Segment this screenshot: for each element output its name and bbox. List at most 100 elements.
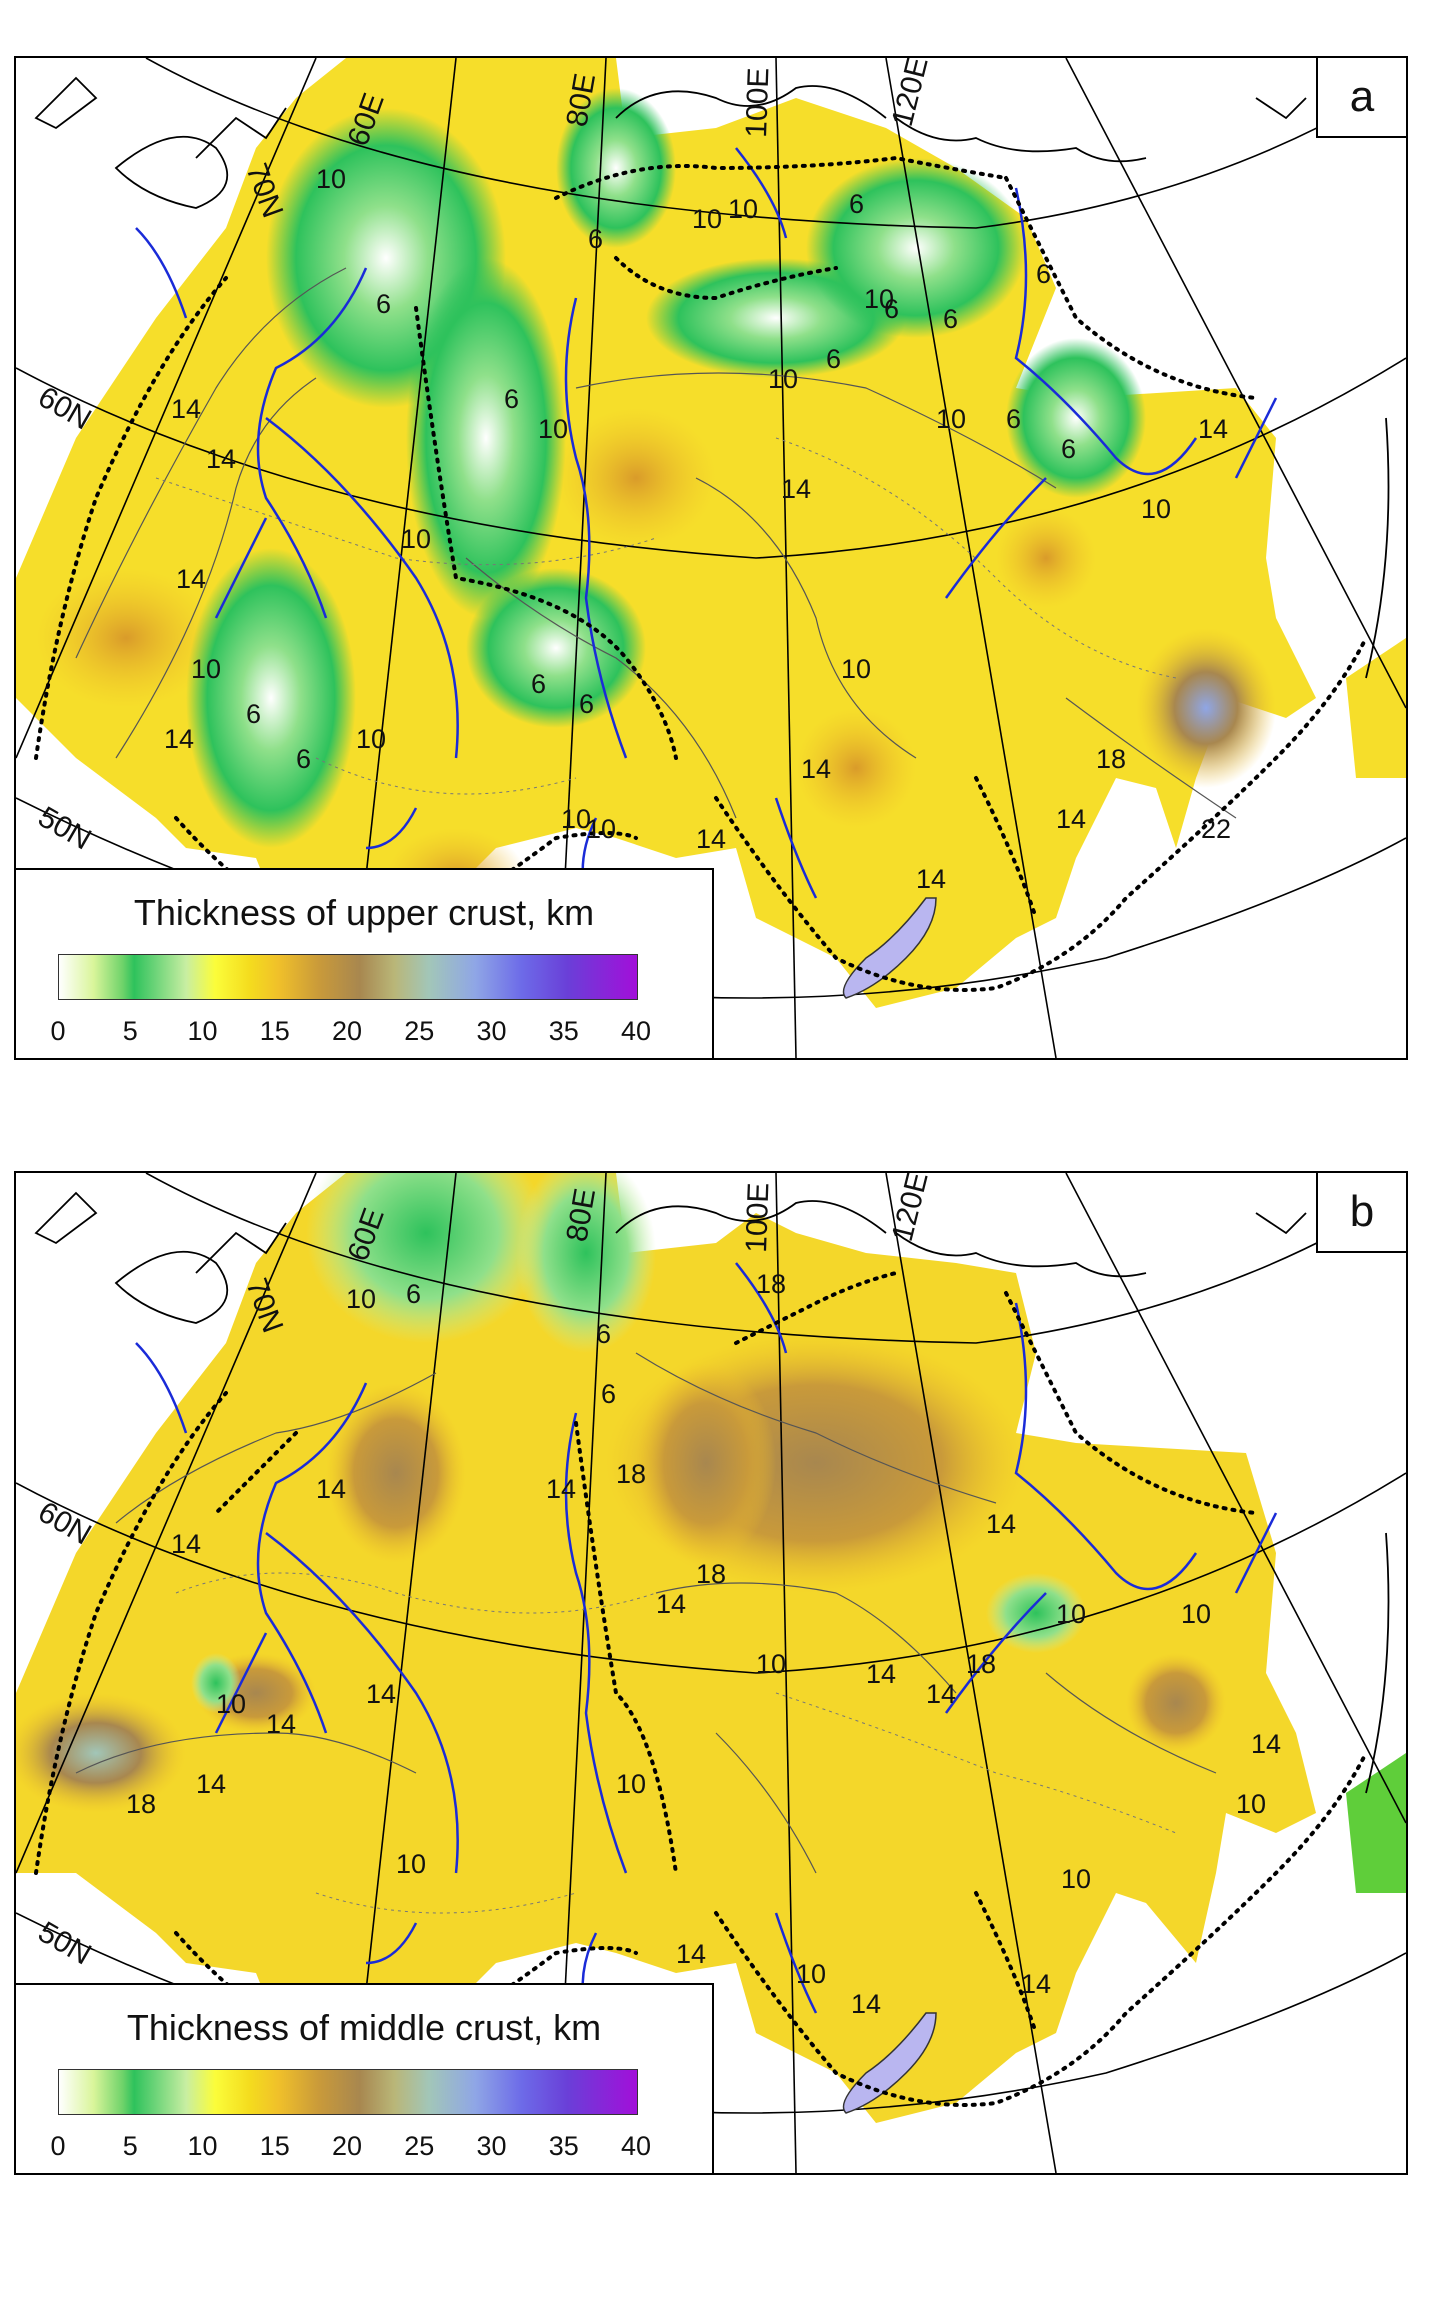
contour-label: 14 (1251, 1729, 1281, 1759)
contour-label: 10 (692, 204, 722, 234)
contour-label: 10 (191, 654, 221, 684)
legend-title: Thickness of upper crust, km (133, 892, 595, 933)
rivers (135, 147, 1278, 899)
panel-letter-a: a (1316, 58, 1406, 138)
contour-label: 10 (586, 814, 616, 844)
contour-label: 22 (1201, 814, 1231, 844)
tick-label: 40 (620, 2131, 652, 2161)
contour-label: 10 (1056, 1599, 1086, 1629)
contour-label: 14 (176, 564, 206, 594)
contour-label: 14 (1198, 414, 1228, 444)
contour-label: 10 (796, 1959, 826, 1989)
contour-label: 10 (728, 194, 758, 224)
tick-label: 0 (50, 2131, 66, 2161)
legend-upper-crust: Thickness of upper crust, km 0 5 10 15 2… (16, 868, 714, 1058)
contour-lines (75, 267, 1237, 819)
label-120e: 120E (886, 58, 935, 130)
contour-label: 14 (1021, 1969, 1051, 1999)
legend-title: Thickness of middle crust, km (126, 2007, 602, 2048)
tick-label: 25 (404, 1016, 435, 1046)
contour-label: 6 (531, 669, 546, 699)
contour-label: 10 (346, 1284, 376, 1314)
tick-label: 15 (259, 2131, 290, 2161)
data-region-east (1346, 1753, 1406, 1893)
contour-label: 10 (561, 804, 591, 834)
contour-label: 14 (781, 474, 811, 504)
contour-label: 14 (546, 1474, 576, 1504)
map-panel-b: 70N 60E 80E 100E 120E 60N 50N 10 6 6 6 1… (14, 1171, 1408, 2175)
tick-label: 20 (331, 1016, 363, 1046)
contour-label: 10 (401, 524, 431, 554)
contour-label: 14 (696, 824, 726, 854)
contour-value-labels: 10 10 6 6 10 10 6 6 6 6 6 10 10 14 14 10… (164, 164, 1231, 894)
label-50n: 50N (33, 1915, 97, 1971)
contour-label: 6 (376, 289, 391, 319)
dashed-contours (155, 437, 1177, 795)
tick-label: 15 (259, 1016, 290, 1046)
contour-label: 10 (1236, 1789, 1266, 1819)
coastline (34, 76, 1390, 679)
contour-label: 14 (916, 864, 946, 894)
contour-label: 18 (756, 1269, 786, 1299)
contour-label: 10 (538, 414, 568, 444)
middle-crust-map: 70N 60E 80E 100E 120E 60N 50N 10 6 6 6 1… (16, 1173, 1406, 2173)
label-100e: 100E (740, 67, 775, 138)
contour-label: 14 (366, 1679, 396, 1709)
contour-label: 6 (579, 689, 594, 719)
contour-label: 6 (588, 224, 603, 254)
contour-label: 14 (164, 724, 194, 754)
contour-label: 14 (1056, 804, 1086, 834)
colorbar-ticks: 0 5 10 15 20 25 30 35 40 (50, 1016, 651, 1046)
contour-label: 10 (936, 404, 966, 434)
contour-label: 10 (1061, 1864, 1091, 1894)
upper-crust-map: 70N 60E 80E 100E 120E 60N 50N 10 10 6 6 … (16, 58, 1406, 1058)
contour-label: 18 (966, 1649, 996, 1679)
tectonic-boundaries (34, 1271, 1368, 2125)
coastline (34, 1191, 1390, 1794)
contour-label: 6 (1006, 404, 1021, 434)
label-50n: 50N (33, 800, 97, 856)
contour-label: 14 (866, 1659, 896, 1689)
contour-label: 6 (1061, 434, 1076, 464)
contour-lines (75, 1352, 1217, 1874)
contour-label: 6 (406, 1279, 421, 1309)
contour-label: 6 (884, 294, 899, 324)
panel-letter-b: b (1316, 1173, 1406, 1253)
map-panel-a: 70N 60E 80E 100E 120E 60N 50N 10 10 6 6 … (14, 56, 1408, 1060)
contour-label: 10 (396, 1849, 426, 1879)
contour-label: 14 (316, 1474, 346, 1504)
contour-label: 14 (801, 754, 831, 784)
contour-label: 6 (943, 304, 958, 334)
contour-label: 10 (356, 724, 386, 754)
tick-label: 30 (476, 1016, 507, 1046)
contour-label: 18 (126, 1789, 156, 1819)
contour-label: 6 (601, 1379, 616, 1409)
tick-label: 30 (476, 2131, 507, 2161)
contour-label: 10 (864, 284, 894, 314)
contour-label: 10 (756, 1649, 786, 1679)
contour-label: 10 (768, 364, 798, 394)
tick-label: 35 (548, 2131, 579, 2161)
contour-label: 6 (1036, 259, 1051, 289)
label-100e: 100E (740, 1182, 775, 1253)
legend-middle-crust: Thickness of middle crust, km 0 5 10 15 … (16, 1983, 714, 2173)
contour-label: 14 (171, 394, 201, 424)
contour-label: 14 (656, 1589, 686, 1619)
contour-label: 6 (596, 1319, 611, 1349)
colorbar (58, 2069, 638, 2115)
contour-value-labels: 10 6 6 6 18 14 14 18 18 14 14 14 10 10 1… (126, 1269, 1281, 2039)
contour-label: 6 (849, 189, 864, 219)
colorbar-ticks: 0 5 10 15 20 25 30 35 40 (50, 2131, 651, 2161)
contour-label: 14 (171, 1529, 201, 1559)
contour-label: 10 (216, 1689, 246, 1719)
contour-label: 6 (504, 384, 519, 414)
contour-label: 18 (616, 1459, 646, 1489)
data-region-east (1346, 638, 1406, 778)
contour-label: 18 (696, 1559, 726, 1589)
contour-label: 14 (676, 1939, 706, 1969)
tick-label: 5 (122, 1016, 138, 1046)
contour-label: 14 (196, 1769, 226, 1799)
contour-label: 10 (316, 164, 346, 194)
contour-label: 10 (616, 1769, 646, 1799)
contour-label: 14 (206, 444, 236, 474)
